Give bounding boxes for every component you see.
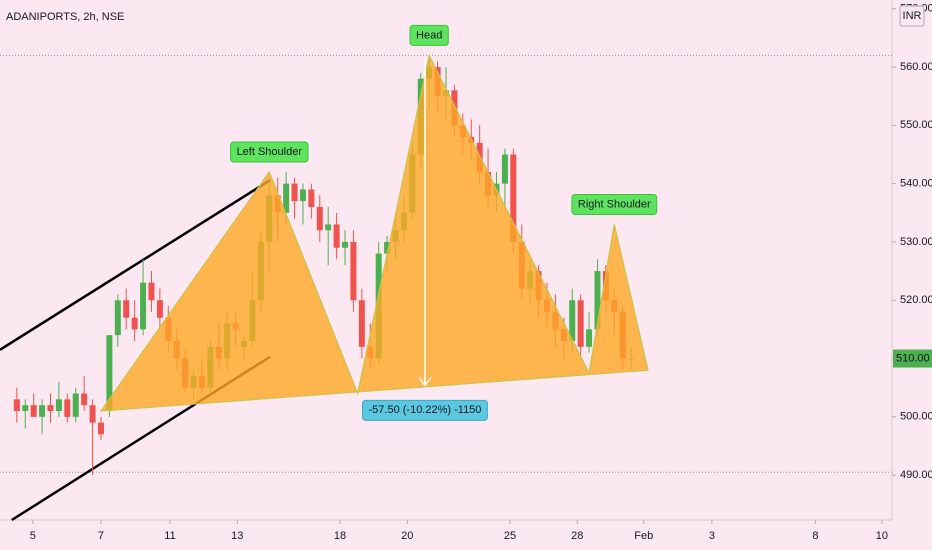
candle-body [97, 422, 104, 435]
candle-body [89, 405, 96, 423]
x-tick-label: 13 [231, 530, 243, 542]
candle-body [140, 282, 147, 330]
candle-body [283, 183, 290, 213]
candle-body [148, 282, 155, 301]
candle-body [308, 189, 315, 207]
currency: INR [903, 10, 922, 22]
candle-body [299, 189, 306, 202]
currency-box [899, 5, 925, 27]
candle-body [64, 399, 71, 417]
pattern-label-box [571, 193, 658, 215]
y-tick-label: 560.00 [900, 61, 932, 73]
candle-body [156, 300, 163, 318]
pattern-label: Left Shoulder [237, 146, 303, 158]
x-tick-label: 25 [504, 530, 516, 542]
candle-body [577, 300, 584, 347]
measure-label-box [362, 399, 488, 421]
candle-body [510, 154, 517, 242]
candle-body [123, 300, 130, 318]
pattern-label: Head [416, 29, 442, 41]
last-price-box [893, 349, 932, 368]
candle-body [350, 241, 357, 301]
measure-label: -57.50 (-10.22%) -1150 [369, 404, 482, 416]
candle-body [325, 224, 332, 231]
candle-body [384, 241, 391, 254]
candle-body [333, 224, 340, 248]
y-tick-label: 490.00 [900, 469, 932, 481]
y-tick-label: 500.00 [900, 411, 932, 423]
chart-title: ADANIPORTS, 2h, NSE [6, 11, 124, 23]
y-tick-label: 550.00 [900, 119, 932, 131]
candle-body [55, 399, 62, 411]
candle-body [594, 271, 601, 330]
candle-body [358, 300, 365, 347]
x-tick-label: 11 [164, 530, 175, 542]
x-tick-label: 5 [30, 530, 36, 542]
arrow-head [418, 376, 432, 387]
y-tick-label: 540.00 [900, 178, 932, 190]
last-price-label: 510.00 [896, 352, 930, 364]
candle-body [13, 399, 20, 411]
x-tick-label: 7 [98, 530, 104, 542]
x-tick-label: 18 [334, 530, 346, 542]
pattern-label-box [230, 141, 309, 163]
candle-body [72, 393, 79, 417]
candle-body [586, 329, 593, 347]
candle-body [39, 405, 46, 417]
y-tick-label: 520.00 [900, 294, 932, 306]
x-tick-label: 28 [571, 530, 583, 542]
candle-body [106, 335, 113, 411]
candle-body [316, 206, 323, 231]
candle-body [47, 405, 54, 411]
x-tick-label: 10 [876, 530, 888, 542]
x-tick-label: Feb [634, 530, 653, 542]
candle-body [81, 393, 88, 406]
pattern-area [99, 53, 649, 412]
trend-line [0, 179, 271, 351]
candle-body [22, 405, 29, 411]
candle-body [114, 300, 121, 336]
x-tick-label: 8 [812, 530, 818, 542]
x-tick-label: 20 [401, 530, 413, 542]
candle-body [30, 405, 37, 417]
candle-body [342, 241, 349, 248]
pattern-label: Right Shoulder [578, 198, 651, 210]
pattern-label-box [409, 24, 449, 46]
y-tick-label: 530.00 [900, 236, 932, 248]
candle-body [569, 300, 576, 342]
candle-body [501, 154, 508, 184]
candle-body [291, 183, 298, 202]
x-tick-label: 3 [709, 530, 715, 542]
candle-body [131, 317, 138, 330]
